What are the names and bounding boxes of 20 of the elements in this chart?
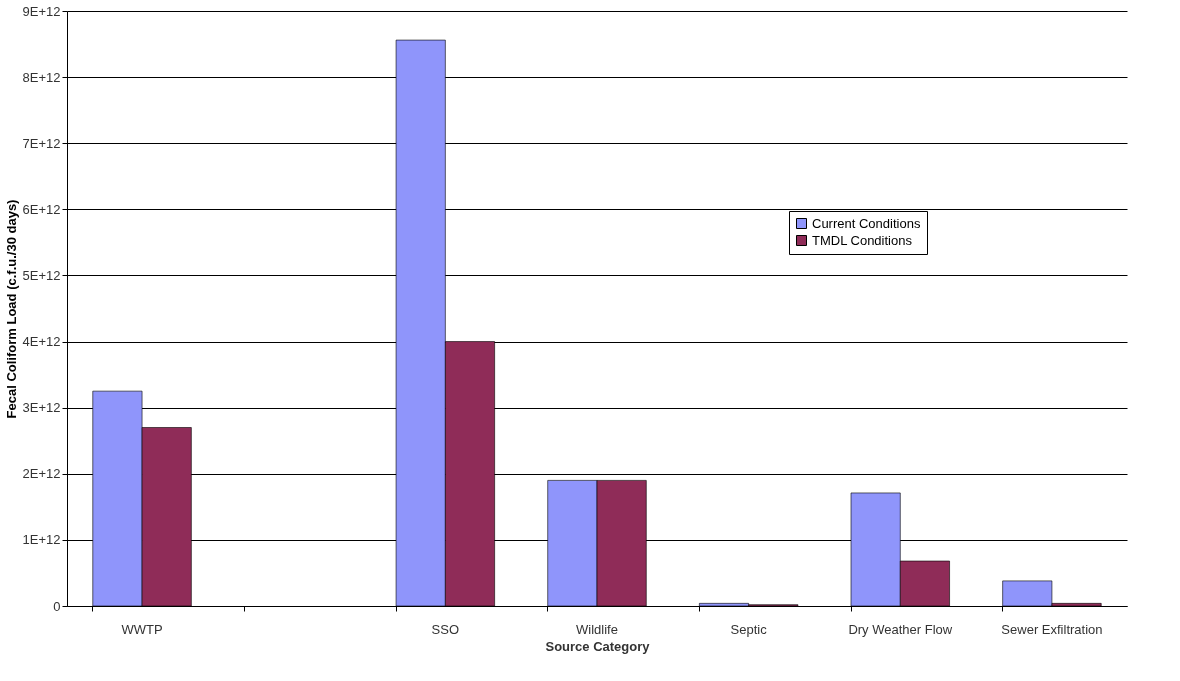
y-tick-label: 3E+12 [22,400,61,416]
x-axis-title: Source Category [545,638,651,654]
y-tick-label: 5E+12 [22,267,61,283]
x-tick-label: Dry Weather Flow [848,621,953,637]
x-tick-label: Sewer Exfiltration [1001,621,1103,637]
y-axis-title: Fecal Coliform Load (c.f.u./30 days) [3,199,19,419]
y-tick-label: 1E+12 [22,532,61,548]
x-tick-label: WWTP [121,621,163,637]
x-tick-label: Septic [730,621,768,637]
y-tick-label: 8E+12 [22,69,61,85]
x-tick-label: SSO [431,621,460,637]
y-tick-label: 4E+12 [22,334,61,350]
legend-label: TMDL Conditions [812,232,913,248]
y-tick-label: 6E+12 [22,201,61,217]
y-tick-label: 0 [53,598,61,614]
x-tick-label: Wildlife [576,621,618,637]
y-tick-label: 7E+12 [22,135,61,151]
y-tick-label: 9E+12 [22,3,61,19]
y-tick-label: 2E+12 [22,466,61,482]
legend-label: Current Conditions [812,215,921,231]
